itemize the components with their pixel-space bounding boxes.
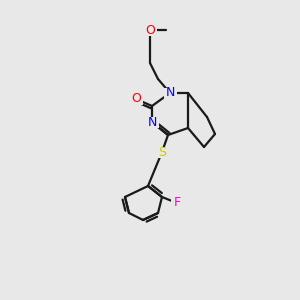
Bar — [171, 197, 183, 208]
Text: O: O — [131, 92, 141, 106]
Text: F: F — [173, 196, 181, 209]
Text: O: O — [145, 23, 155, 37]
Text: N: N — [165, 86, 175, 100]
Bar — [155, 146, 169, 158]
Bar — [143, 25, 157, 35]
Text: N: N — [147, 116, 157, 128]
Text: S: S — [158, 146, 166, 158]
Bar — [146, 116, 158, 128]
Bar — [164, 88, 176, 98]
Bar — [129, 94, 143, 104]
